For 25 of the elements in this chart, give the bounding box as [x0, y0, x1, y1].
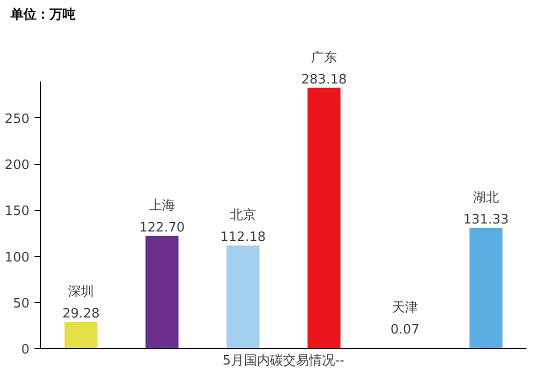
y-tick-label: 50 — [12, 296, 30, 312]
bar — [144, 234, 180, 348]
bar — [225, 244, 261, 348]
y-tick-label: 200 — [4, 158, 30, 174]
bar — [63, 320, 99, 348]
x-axis-title: 5月国内碳交易情况-- — [222, 352, 345, 368]
x-tick-label: 广东 — [311, 50, 337, 66]
x-tick-label: 上海 — [149, 198, 175, 214]
data-label: 112.18 — [220, 230, 266, 246]
y-tick-label: 250 — [4, 112, 30, 127]
x-tick-label: 北京 — [230, 208, 256, 224]
bar — [306, 86, 342, 348]
y-tick-label: 150 — [4, 204, 30, 220]
y-axis-title: 单位：万吨 — [10, 6, 76, 22]
bar — [468, 226, 504, 348]
data-label: 0.07 — [390, 322, 420, 338]
x-tick-label: 深圳 — [68, 284, 94, 300]
data-label: 131.33 — [463, 212, 509, 228]
data-label: 122.70 — [139, 220, 185, 236]
data-label: 283.18 — [301, 72, 347, 88]
data-label: 29.28 — [62, 306, 100, 322]
x-tick-label: 湖北 — [473, 190, 499, 206]
y-tick-label: 100 — [4, 250, 30, 266]
x-tick-label: 天津 — [392, 300, 418, 316]
y-tick-label: 0 — [21, 342, 30, 358]
